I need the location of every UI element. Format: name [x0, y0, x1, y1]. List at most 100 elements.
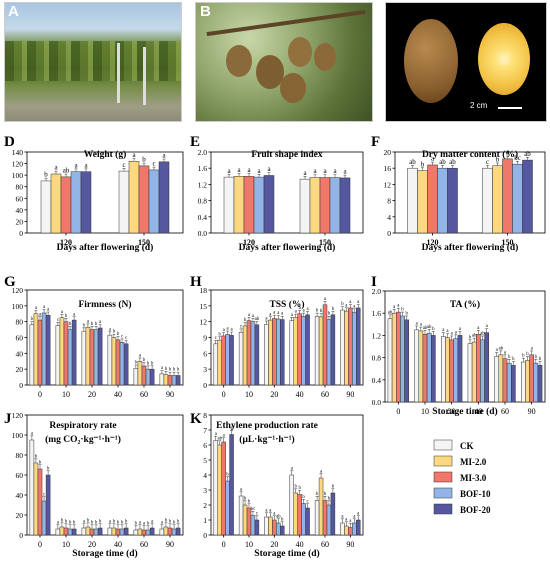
chart-h-sig-letter: a — [303, 309, 306, 314]
chart-i-bar — [426, 332, 432, 403]
chart-d-bar — [148, 169, 160, 234]
chart-g-xtick-label: 40 — [114, 390, 122, 399]
chart-g-ytick-label: 80 — [16, 318, 24, 327]
chart-j-bar — [133, 529, 139, 536]
chart-e-sig-letter: a — [303, 169, 307, 177]
chart-h-title: TSS (%) — [269, 299, 304, 310]
chart-i-bar — [430, 335, 436, 403]
chart-k-ytick-label: 3 — [203, 486, 207, 495]
chart-g-sig-letter: b — [147, 361, 150, 366]
chart-g-xtick-label: 10 — [62, 390, 70, 399]
chart-k-bar — [318, 477, 324, 536]
chart-e-sig-letter: a — [313, 167, 317, 175]
chart-j-sig-letter: b — [113, 519, 116, 524]
chart-k-bar — [221, 441, 226, 536]
chart-f-bar — [482, 167, 493, 234]
chart-k-sig-letter: ab — [217, 436, 222, 441]
chart-j-xtick-label: 20 — [88, 540, 96, 549]
chart-i-xtick-label: 20 — [448, 407, 456, 416]
chart-j-xtick-label: 90 — [166, 540, 174, 549]
chart-j-bar — [55, 528, 61, 536]
panel-label-b: B — [200, 3, 211, 20]
chart-g-bar — [145, 368, 151, 386]
chart-h-bar — [314, 316, 320, 386]
chart-j-title-units: (mg CO₂·kg⁻¹·h⁻¹) — [45, 434, 121, 445]
chart-d-sig-letter: a — [162, 152, 166, 160]
chart-h-sig-letter: a — [281, 312, 284, 317]
scale-bar-label: 2 cm — [470, 101, 488, 110]
chart-i-bar — [494, 356, 500, 403]
chart-k-bar — [246, 507, 252, 536]
chart-h-bar — [254, 324, 260, 386]
chart-d-sig-letter: b — [44, 171, 48, 179]
chart-e-bar — [233, 176, 245, 234]
chart-h-sig-letter: a — [248, 313, 251, 318]
legend-label: MI-3.0 — [460, 473, 487, 483]
chart-g-bar — [41, 312, 47, 386]
chart-h-sig-letter: b — [328, 312, 331, 317]
chart-e-bar — [263, 175, 275, 234]
chart-k-sig-letter: a — [231, 426, 234, 431]
chart-e-sig-letter: a — [237, 166, 241, 174]
chart-j-frame — [26, 414, 184, 536]
chart-j-bar — [115, 528, 121, 536]
chart-h-xtick-label: 10 — [245, 390, 253, 399]
chart-h-bar — [280, 319, 285, 386]
chart-k-xtick-label: 90 — [346, 540, 354, 549]
legend-swatch — [433, 455, 453, 467]
chart-d-sig-letter: a — [54, 164, 58, 172]
chart-f-title: Dry matter content (%) — [422, 149, 518, 160]
chart-h-xtick-label: 20 — [270, 390, 278, 399]
chart-h-bar — [272, 318, 277, 386]
chart-d-frame — [26, 151, 184, 234]
chart-i-sig-letter: a — [486, 324, 489, 329]
chart-f-sig-letter: a — [431, 155, 435, 163]
chart-i-bar — [467, 343, 473, 403]
chart-i-ytick-label: 0.4 — [372, 376, 382, 385]
chart-d-bar — [80, 171, 92, 234]
chart-g-bar — [55, 325, 61, 386]
chart-j-sig-letter: a — [109, 519, 112, 524]
chart-j-sig-letter: b — [147, 521, 150, 526]
chart-e-sig-letter: a — [227, 167, 231, 175]
chart-g-sig-letter: b — [91, 322, 94, 327]
chart-k-sig-letter: a — [240, 487, 243, 492]
chart-k-ytick-label: 0 — [203, 531, 207, 540]
chart-j-bar — [123, 527, 129, 536]
chart-j-sig-letter: b — [169, 519, 172, 524]
chart-i-sig-letter: b — [469, 335, 472, 340]
chart-e-sig-letter: a — [267, 165, 271, 173]
chart-g-sig-letter: a — [161, 366, 164, 371]
chart-i-ytick-label: 0.0 — [372, 398, 382, 407]
chart-k-sig-letter: b — [248, 499, 251, 504]
chart-k-bar — [301, 503, 306, 536]
chart-k-sig-letter: b — [295, 484, 298, 489]
photo-fruit-cross-section: 2 cm — [385, 2, 547, 122]
chart-j-bar — [119, 528, 125, 536]
chart-k-bar — [314, 500, 320, 536]
chart-j-bar — [175, 527, 181, 536]
chart-h-sig-letter: a — [357, 300, 360, 305]
chart-j-sig-letter: a — [83, 519, 86, 524]
legend-label: MI-2.0 — [460, 457, 487, 467]
chart-i-sig-letter: a — [477, 326, 480, 331]
legend-label: CK — [460, 441, 474, 451]
chart-d-sig-letter: c — [122, 161, 125, 169]
chart-h-bar — [213, 343, 218, 386]
chart-k-sig-letter: b — [244, 496, 247, 501]
chart-g-sig-letter: b — [31, 317, 34, 322]
chart-k-bar — [242, 504, 248, 536]
chart-i-bar — [476, 334, 481, 403]
chart-f-sig-letter: ab — [524, 150, 531, 158]
chart-i-sig-letter: ab — [472, 334, 477, 339]
chart-e-ytick-label: 0.0 — [198, 229, 208, 238]
chart-k-bar — [297, 494, 302, 536]
chart-i-sig-letter: a — [446, 329, 449, 334]
chart-e-bar — [243, 176, 255, 234]
chart-g-sig-letter: a — [99, 320, 102, 325]
chart-i-xtick-label: 90 — [528, 407, 536, 416]
chart-g-ytick-label: 60 — [16, 334, 24, 343]
chart-i-bar — [453, 338, 459, 403]
chart-k-sig-letter: c — [307, 499, 309, 504]
chart-h-sig-letter: a — [223, 328, 226, 333]
